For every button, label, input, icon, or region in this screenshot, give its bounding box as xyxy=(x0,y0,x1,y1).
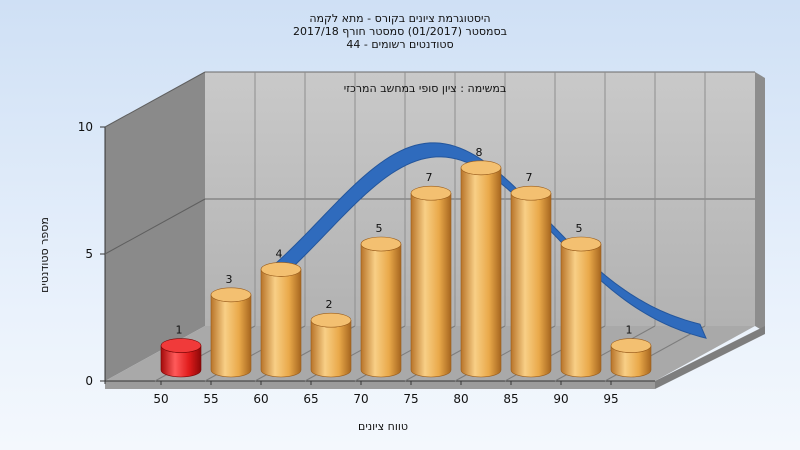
bar-value-label-70-75: 7 xyxy=(426,171,433,184)
bars-layer: 1 3 4 2 5 7 8 7 5 1 xyxy=(160,146,652,378)
x-tick-label-70: 70 xyxy=(353,392,368,406)
bar-body-85-90 xyxy=(560,243,602,378)
x-tick-label-50: 50 xyxy=(153,392,168,406)
y-tick-label-10: 10 xyxy=(78,120,93,134)
bar-top-75-80 xyxy=(460,160,502,176)
x-axis-label: טווח ציונים xyxy=(358,420,408,433)
bar-top-85-90 xyxy=(560,236,602,252)
bar-55-60: 4 xyxy=(260,247,302,378)
x-tick-label-80: 80 xyxy=(453,392,468,406)
bar-50-55: 3 xyxy=(210,273,252,378)
chart-title-line-2: בסמסטר (01/2017) סמסטר חורף 2017/18 xyxy=(293,25,507,38)
normal-curve-layer xyxy=(264,142,707,339)
bar-body-75-80 xyxy=(460,167,502,378)
bar-body-60-65 xyxy=(310,320,352,378)
bar-top-65-70 xyxy=(360,236,402,252)
y-tick-label-0: 0 xyxy=(85,374,93,388)
bar-top-55-60 xyxy=(260,262,302,277)
normal-curve xyxy=(264,142,707,339)
x-tick-label-75: 75 xyxy=(403,392,418,406)
bar-top-60-65 xyxy=(310,312,352,328)
gridline-left-10 xyxy=(104,71,206,128)
bar-value-label-45-50: 1 xyxy=(176,324,183,337)
bar-top-50-55 xyxy=(210,287,252,303)
bar-body-65-70 xyxy=(360,243,402,378)
x-tick-label-55: 55 xyxy=(203,392,218,406)
bar-top-80-85 xyxy=(510,185,552,201)
y-axis-label: מספר סטודנטים xyxy=(38,217,51,293)
floor-front-edge xyxy=(105,381,655,389)
x-tick-label-85: 85 xyxy=(503,392,518,406)
chart-title-line-3: סטודנטים רשומים - 44 xyxy=(346,38,454,51)
inner-title: במשימה : ציון סופי במחשב המרכזי xyxy=(344,82,507,95)
chart-title-line-1: היסטוגרמת ציונים בקורס - מתא לקמה xyxy=(309,12,491,25)
bar-top-90-95 xyxy=(610,338,652,353)
bar-body-80-85 xyxy=(510,193,552,378)
y-tick-label-5: 5 xyxy=(85,247,93,261)
bar-top-70-75 xyxy=(410,185,452,201)
bar-value-label-55-60: 4 xyxy=(276,247,283,260)
x-tick-label-65: 65 xyxy=(303,392,318,406)
x-tick-label-95: 95 xyxy=(603,392,618,406)
back-wall-right-edge xyxy=(755,72,765,332)
bar-90-95: 1 xyxy=(610,324,652,378)
bar-75-80: 8 xyxy=(460,146,502,378)
bar-value-label-65-70: 5 xyxy=(376,222,383,235)
bar-top-45-50 xyxy=(160,338,202,353)
gridline-left-5 xyxy=(104,198,206,255)
bar-body-55-60 xyxy=(260,269,302,378)
bar-value-label-60-65: 2 xyxy=(326,298,333,311)
bar-60-65: 2 xyxy=(310,298,352,378)
x-tick-label-90: 90 xyxy=(553,392,568,406)
bar-65-70: 5 xyxy=(360,222,402,378)
bar-value-label-50-55: 3 xyxy=(226,273,233,286)
bar-45-50: 1 xyxy=(160,324,202,378)
bar-body-50-55 xyxy=(210,294,252,378)
bar-85-90: 5 xyxy=(560,222,602,378)
bar-70-75: 7 xyxy=(410,171,452,378)
x-tick-label-60: 60 xyxy=(253,392,268,406)
bar-value-label-85-90: 5 xyxy=(576,222,583,235)
bar-value-label-75-80: 8 xyxy=(476,146,483,159)
bar-80-85: 7 xyxy=(510,171,552,378)
bar-value-label-90-95: 1 xyxy=(626,324,633,337)
floor-right-edge xyxy=(655,326,765,389)
bar-body-70-75 xyxy=(410,193,452,378)
bar-value-label-80-85: 7 xyxy=(526,171,533,184)
